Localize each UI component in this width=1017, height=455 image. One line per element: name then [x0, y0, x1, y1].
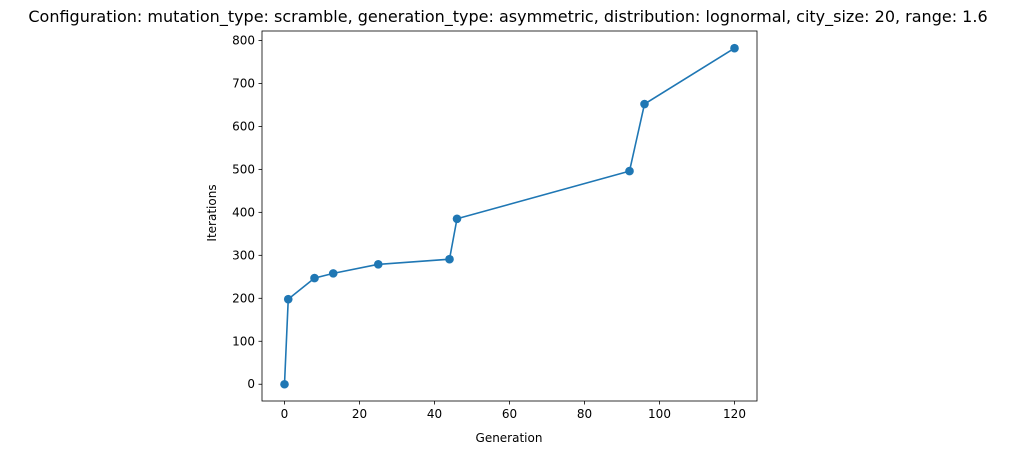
x-tick-label: 60: [502, 407, 517, 421]
x-tick-label: 100: [648, 407, 671, 421]
y-tick-label: 200: [232, 291, 255, 305]
data-point: [625, 166, 634, 176]
plot-area: 0 20 40 60 80 100 120 0 100 200 300 400 500 600 700 800: [232, 30, 758, 421]
plot-frame: [261, 30, 758, 402]
chart-title: Configuration: mutation_type: scramble, …: [28, 7, 987, 27]
data-point: [452, 214, 462, 224]
x-tick-label: 20: [352, 407, 367, 421]
y-tick-label: 100: [232, 334, 255, 348]
data-point: [373, 260, 383, 269]
y-tick-label: 0: [247, 377, 255, 391]
y-tick-label: 300: [232, 248, 255, 262]
data-point: [730, 43, 739, 53]
data-point: [280, 379, 289, 389]
y-axis-label: Iterations: [205, 184, 219, 241]
data-point: [283, 294, 293, 304]
y-tick-label: 400: [232, 205, 255, 219]
y-tick-label: 600: [232, 119, 255, 133]
x-tick-label: 40: [427, 407, 442, 421]
data-point: [640, 99, 649, 109]
series-line: [283, 47, 735, 385]
x-tick-label: 80: [577, 407, 592, 421]
x-tick-label: 0: [281, 407, 289, 421]
y-tick-label: 500: [232, 162, 255, 176]
y-tick-label: 800: [232, 33, 255, 47]
x-tick-label: 120: [723, 407, 746, 421]
data-point: [445, 254, 454, 264]
data-point: [310, 273, 319, 283]
x-axis-label: Generation: [476, 431, 543, 445]
y-tick-label: 700: [232, 76, 255, 90]
data-point: [328, 269, 338, 278]
